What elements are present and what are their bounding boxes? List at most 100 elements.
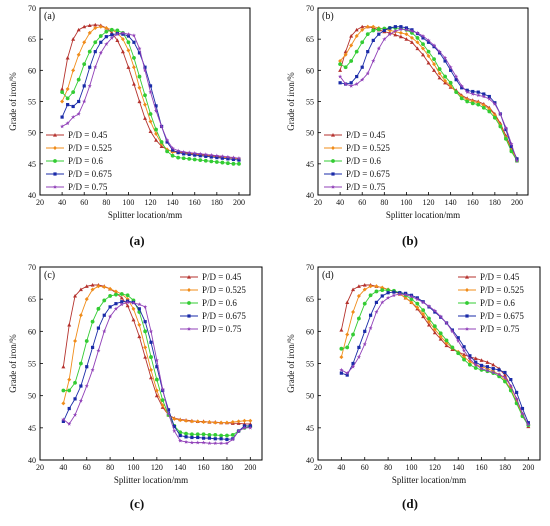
x-tick-label: 180 [489, 198, 501, 207]
data-point [248, 425, 253, 430]
data-point [476, 102, 481, 107]
data-point [181, 149, 186, 154]
plot-area [39, 266, 263, 461]
x-tick-label: 160 [189, 198, 201, 207]
data-point [219, 437, 223, 441]
data-point [509, 141, 514, 146]
data-point [514, 396, 519, 401]
data-point [450, 345, 455, 350]
data-point [114, 302, 118, 306]
data-point [380, 288, 385, 293]
data-point [349, 83, 354, 88]
data-point [459, 96, 464, 101]
data-point [120, 37, 125, 42]
data-point [508, 383, 513, 388]
data-point [515, 390, 519, 395]
data-point [66, 103, 70, 107]
data-point [149, 355, 153, 359]
data-point [376, 46, 381, 51]
data-point [338, 68, 343, 72]
series-5 [61, 300, 253, 446]
data-point [354, 49, 359, 54]
data-point [203, 152, 208, 157]
data-point [184, 435, 188, 439]
x-tick-label: 180 [211, 198, 223, 207]
x-tick-label: 40 [59, 463, 67, 472]
data-point [426, 38, 431, 43]
legend-marker [53, 146, 57, 150]
data-point [391, 293, 397, 298]
x-tick-label: 40 [337, 463, 345, 472]
data-point [195, 419, 200, 424]
x-tick-label: 60 [80, 198, 88, 207]
data-point [338, 74, 343, 79]
legend-entry: P/D = 0.6 [180, 298, 237, 308]
data-point [154, 393, 159, 398]
data-point [230, 420, 235, 425]
data-point [84, 297, 89, 302]
data-point [491, 367, 495, 371]
data-point [131, 82, 136, 86]
data-point [184, 418, 189, 423]
data-point [491, 370, 496, 375]
legend-entry: P/D = 0.525 [180, 285, 246, 295]
data-point [143, 355, 148, 359]
data-point [380, 294, 384, 298]
data-point [479, 363, 484, 368]
x-tick-label: 200 [511, 198, 523, 207]
data-point [438, 334, 443, 339]
x-tick-label: 20 [314, 198, 322, 207]
data-point [444, 320, 449, 325]
y-tick-label: 55 [306, 360, 314, 369]
data-point [154, 377, 159, 382]
legend-label: P/D = 0.675 [202, 311, 246, 321]
data-point [72, 412, 78, 417]
data-point [427, 319, 431, 324]
legend-entry: P/D = 0.525 [324, 143, 390, 153]
data-point [338, 62, 343, 66]
data-point [454, 74, 459, 79]
data-point [461, 348, 467, 353]
x-tick-label: 160 [198, 463, 210, 472]
data-point [137, 74, 142, 79]
data-point [350, 364, 356, 369]
data-point [426, 304, 432, 309]
data-point [225, 433, 229, 438]
y-tick-label: 70 [306, 4, 314, 13]
data-point [87, 23, 92, 28]
data-point [482, 92, 486, 96]
y-tick-label: 60 [306, 66, 314, 75]
data-point [113, 306, 119, 311]
data-point [231, 155, 236, 160]
data-point [203, 158, 208, 163]
data-point [409, 297, 414, 302]
legend-label: P/D = 0.75 [202, 324, 242, 334]
legend: P/D = 0.45 P/D = 0.525 P/D = 0.6 P/D = 0.67… [458, 272, 524, 334]
data-point [102, 298, 107, 303]
legend-label: P/D = 0.675 [68, 169, 112, 179]
data-point [368, 284, 373, 289]
data-point [443, 59, 447, 63]
legend-label: P/D = 0.45 [346, 130, 386, 140]
data-point [356, 354, 361, 359]
y-axis-label: Grade of iron/% [286, 334, 296, 393]
data-point [88, 65, 92, 69]
data-point [214, 160, 219, 164]
data-point [343, 65, 348, 70]
data-point [176, 148, 181, 153]
data-point [356, 293, 361, 298]
data-point [115, 28, 120, 33]
data-point [148, 329, 154, 334]
data-point [189, 440, 194, 445]
data-point [393, 32, 398, 37]
data-point [481, 105, 486, 110]
x-tick-label: 80 [384, 463, 392, 472]
legend-label: P/D = 0.525 [346, 143, 390, 153]
data-point [432, 308, 437, 313]
data-point [98, 50, 103, 55]
data-point [497, 372, 502, 377]
data-point [189, 432, 194, 437]
data-point [109, 35, 114, 40]
data-point [514, 158, 520, 163]
data-point [474, 360, 478, 364]
